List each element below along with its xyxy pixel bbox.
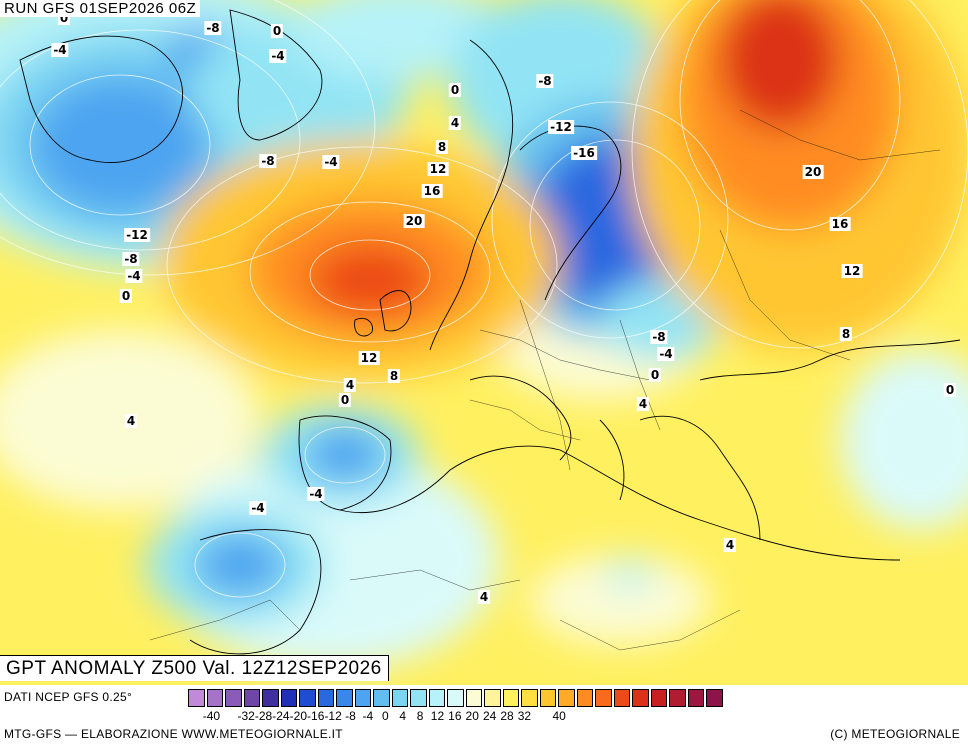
anomaly-field — [0, 0, 968, 670]
contour-label: -4 — [249, 501, 267, 515]
contour-label: 4 — [477, 590, 491, 604]
legend-swatch — [576, 689, 593, 707]
contour-label: 16 — [421, 184, 443, 198]
legend-tick-label: -24 — [272, 709, 290, 723]
legend-tick-label: 0 — [381, 709, 389, 723]
contour-label: -8 — [536, 74, 554, 88]
legend-tick-label: -20 — [289, 709, 307, 723]
contour-label: 12 — [841, 264, 863, 278]
legend-tick-label: 24 — [482, 709, 497, 723]
contour-label: 0 — [338, 393, 352, 407]
contour-label: 20 — [403, 214, 425, 228]
legend-swatch — [262, 689, 279, 707]
legend-swatch — [521, 689, 538, 707]
contour-label: -4 — [125, 269, 143, 283]
contour-label: -4 — [322, 155, 340, 169]
legend-swatch — [225, 689, 242, 707]
contour-label: -4 — [307, 487, 325, 501]
contour-label: 0 — [119, 289, 133, 303]
map-canvas — [0, 0, 968, 685]
legend-swatch — [706, 689, 723, 707]
legend-swatch — [613, 689, 630, 707]
contour-label: 0 — [648, 368, 662, 382]
contour-label: 0 — [448, 83, 462, 97]
legend-tick-label: -32 — [237, 709, 255, 723]
contour-label: 4 — [124, 414, 138, 428]
legend-swatch — [410, 689, 427, 707]
credit-right: (C) METEOGIORNALE — [830, 727, 960, 741]
legend-tick-label: 4 — [399, 709, 407, 723]
legend-swatch — [188, 689, 205, 707]
legend-swatch — [428, 689, 445, 707]
contour-label: 0 — [943, 383, 957, 397]
contour-label: -8 — [259, 154, 277, 168]
contour-label: -12 — [124, 228, 150, 242]
legend-swatch — [336, 689, 353, 707]
legend-tick-label: -4 — [362, 709, 374, 723]
map-title: GPT ANOMALY Z500 Val. 12Z12SEP2026 — [0, 655, 389, 681]
contour-label: 8 — [435, 140, 449, 154]
contour-label: 0 — [270, 24, 284, 38]
contour-label: -8 — [204, 21, 222, 35]
contour-label: 4 — [636, 397, 650, 411]
legend-swatch — [354, 689, 371, 707]
legend-swatch — [391, 689, 408, 707]
legend-swatch — [484, 689, 501, 707]
legend-tick-label: -8 — [345, 709, 356, 723]
run-label: RUN GFS 01SEP2026 06Z — [0, 0, 201, 17]
legend-swatch — [447, 689, 464, 707]
contour-label: -4 — [657, 347, 675, 361]
legend-swatch — [558, 689, 575, 707]
contour-label: 4 — [723, 538, 737, 552]
contour-label: 8 — [839, 327, 853, 341]
color-legend — [188, 689, 725, 707]
legend-swatch — [687, 689, 704, 707]
contour-label: 8 — [387, 369, 401, 383]
anomaly-map: 0 -4 -8 0 -4 -8 -4 -8 0 4 8 12 16 20 -12… — [0, 0, 968, 685]
legend-tick-label: -12 — [324, 709, 342, 723]
legend-swatch — [317, 689, 334, 707]
legend-tick-label: 20 — [465, 709, 479, 723]
contour-label: -4 — [51, 43, 69, 57]
contour-label: 12 — [427, 162, 449, 176]
legend-swatch — [206, 689, 223, 707]
legend-tick-label: -40 — [202, 709, 221, 723]
contour-label: 12 — [358, 351, 380, 365]
legend-swatch — [669, 689, 686, 707]
legend-tick-label: -16 — [307, 709, 325, 723]
contour-label: -8 — [650, 330, 668, 344]
contour-label: -16 — [571, 146, 597, 160]
legend-swatch — [299, 689, 316, 707]
contour-label: -12 — [548, 120, 574, 134]
legend-swatch — [650, 689, 667, 707]
legend-swatch — [373, 689, 390, 707]
legend-tick-label: 40 — [552, 709, 566, 723]
contour-label: 4 — [343, 378, 357, 392]
legend-swatch — [632, 689, 649, 707]
legend-swatch — [502, 689, 519, 707]
contour-label: 4 — [448, 116, 462, 130]
contour-label: 20 — [802, 165, 824, 179]
legend-tick-label: -28 — [254, 709, 273, 723]
contour-lines — [0, 0, 968, 598]
legend-tick-label: 32 — [517, 709, 532, 723]
legend-swatch — [595, 689, 612, 707]
data-source: DATI NCEP GFS 0.25° — [4, 690, 133, 704]
legend-tick-label: 16 — [448, 709, 462, 723]
legend-swatch — [243, 689, 260, 707]
contour-label: -8 — [122, 252, 140, 266]
legend-tick-label: 8 — [416, 709, 424, 723]
footer: DATI NCEP GFS 0.25° MTG-GFS — ELABORAZIO… — [0, 685, 968, 745]
credit-left: MTG-GFS — ELABORAZIONE WWW.METEOGIORNALE… — [4, 727, 343, 741]
legend-swatch — [465, 689, 482, 707]
legend-tick-label: 28 — [500, 709, 514, 723]
legend-tick-label: 12 — [430, 709, 445, 723]
legend-swatch — [280, 689, 297, 707]
contour-label: 16 — [829, 217, 851, 231]
contour-label: -4 — [269, 49, 287, 63]
country-borders — [149, 109, 941, 651]
legend-swatch — [539, 689, 556, 707]
